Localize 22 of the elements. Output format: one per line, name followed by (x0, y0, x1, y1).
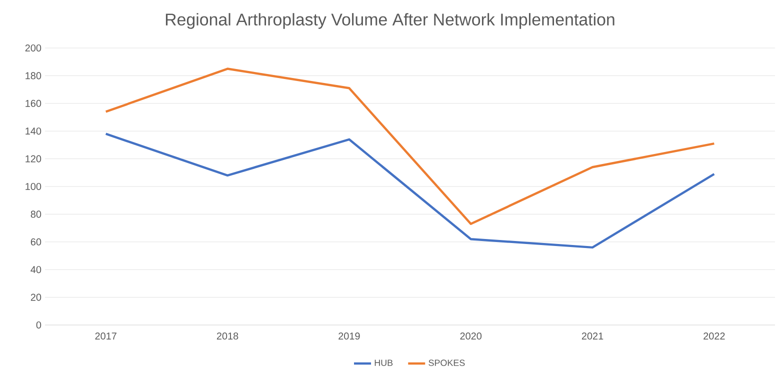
y-tick-label: 180 (26, 72, 42, 80)
y-tick-label: 80 (30, 210, 42, 218)
y-tick-label: 140 (26, 128, 42, 135)
legend-label: SPOKES (428, 360, 465, 366)
y-tick-label: 200 (25, 44, 42, 52)
y-tick-label: 100 (26, 182, 42, 190)
x-tick-label: 2019 (338, 332, 360, 340)
line-series (104, 68, 716, 226)
legend-label: HUB (374, 360, 393, 366)
y-tick-label: 40 (30, 266, 42, 274)
y-tick-label: 0 (36, 321, 42, 329)
x-tick-label: 2020 (460, 332, 482, 340)
line-series (104, 132, 716, 249)
x-tick-label: 2017 (95, 332, 116, 340)
x-tick-label: 2022 (704, 332, 725, 340)
x-tick-label: 2021 (582, 332, 604, 340)
y-tick-label: 120 (26, 155, 42, 162)
y-tick-label: 20 (30, 294, 42, 301)
x-tick-label: 2018 (216, 332, 238, 340)
chart-title: Regional Arthroplasty Volume After Network Implementation (166, 13, 614, 29)
y-tick-label: 60 (30, 238, 42, 246)
y-tick-label: 160 (26, 100, 42, 107)
